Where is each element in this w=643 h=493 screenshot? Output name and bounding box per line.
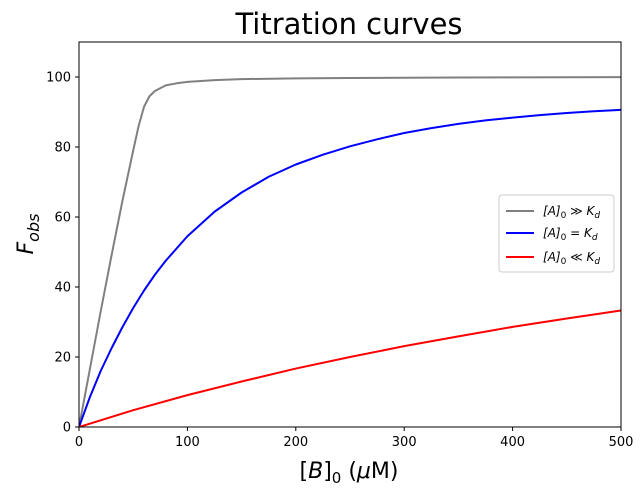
x-tick-label: 200 xyxy=(283,435,308,450)
y-axis: 0 20 40 60 80 100 xyxy=(46,71,79,436)
y-axis-label: Fobs xyxy=(14,214,43,255)
plot-area xyxy=(79,76,621,427)
x-tick-label: 400 xyxy=(500,435,525,450)
x-axis: 0 100 200 300 400 500 xyxy=(75,427,634,450)
y-tick-label: 20 xyxy=(54,351,71,366)
legend-label-3: [A]0 ≪ Kd xyxy=(543,250,600,267)
x-tick-label: 500 xyxy=(609,435,634,450)
plot-frame xyxy=(78,41,622,428)
y-tick-label: 40 xyxy=(54,281,71,296)
legend-label-2: [A]0 = Kd xyxy=(543,226,598,243)
series-line-2 xyxy=(79,108,621,427)
x-axis-label: [B]0 (μM) xyxy=(300,459,399,487)
series-line-3 xyxy=(79,309,621,427)
x-tick-label: 0 xyxy=(75,435,83,450)
legend-box xyxy=(498,194,615,273)
chart-title: Titration curves xyxy=(234,7,462,41)
x-tick-label: 100 xyxy=(175,435,200,450)
y-tick-label: 60 xyxy=(54,211,71,226)
legend-label-1: [A]0 ≫ Kd xyxy=(543,204,600,221)
series-line-1 xyxy=(79,76,621,427)
y-tick-label: 100 xyxy=(46,71,71,86)
y-tick-label: 80 xyxy=(54,141,71,156)
y-tick-label: 0 xyxy=(63,421,71,436)
x-tick-label: 300 xyxy=(392,435,417,450)
legend: [A]0 ≫ Kd [A]0 = Kd [A]0 ≪ Kd xyxy=(498,194,615,273)
